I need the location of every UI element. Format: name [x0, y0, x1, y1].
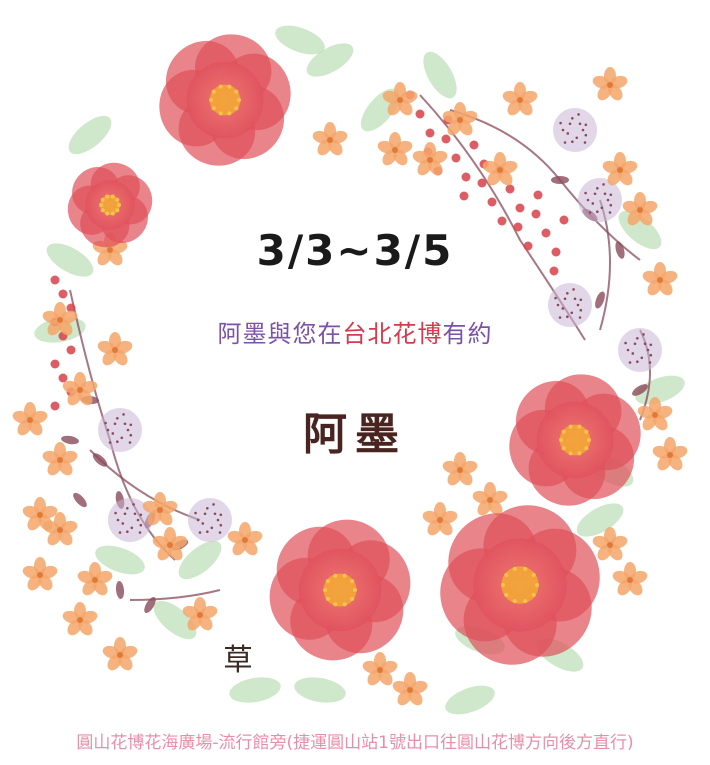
svg-text:草: 草 [225, 643, 251, 678]
event-tagline: 阿墨與您在台北花博有約 [0, 314, 710, 349]
thistle-flowers-icon [98, 108, 662, 542]
tagline-part-3: 有約 [442, 320, 493, 348]
tagline-part-1: 阿墨與您在 [217, 320, 343, 348]
artist-seal-icon: 草 [225, 643, 251, 678]
event-date-range: 3/3~3/5 [256, 226, 454, 275]
tagline-part-2: 台北花博 [342, 320, 443, 348]
event-address: 圓山花博花海廣場-流行館旁(捷運圓山站1號出口往圓山花博方向後方直行) [76, 733, 634, 753]
camellia-flowers-icon [67, 34, 641, 665]
small-orange-flowers-icon [12, 67, 688, 706]
brand-name: 阿墨 [303, 409, 407, 460]
